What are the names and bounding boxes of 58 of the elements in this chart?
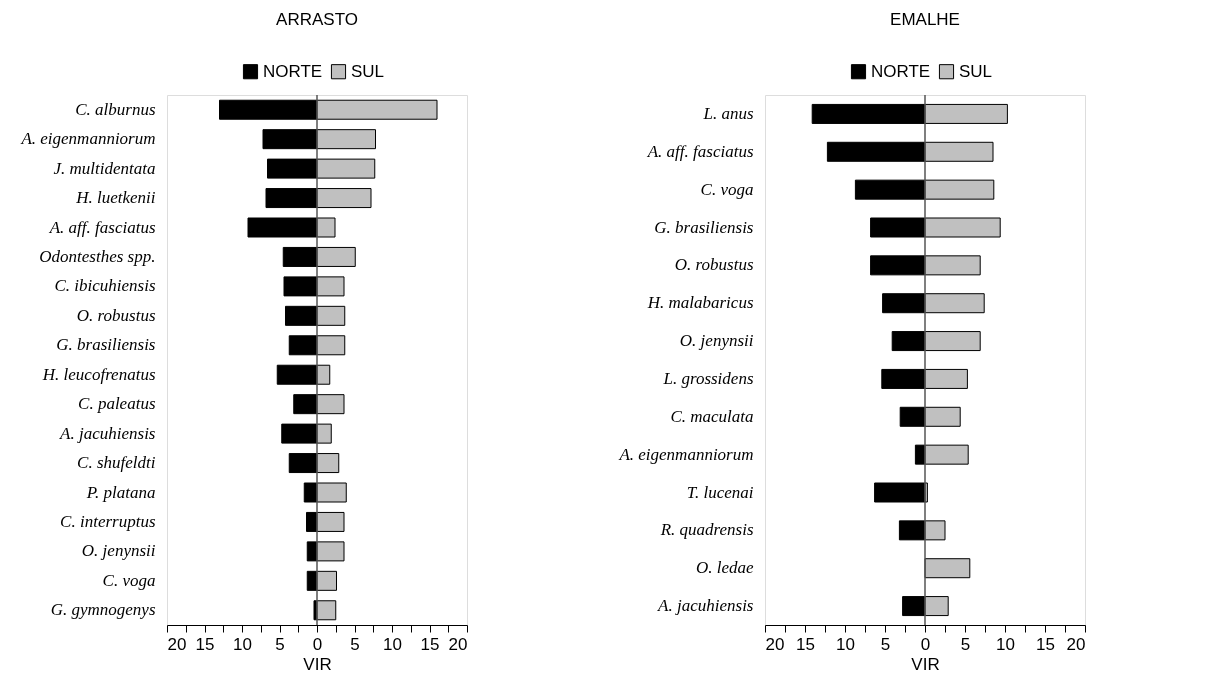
legend-label: NORTE: [263, 61, 323, 81]
x-tick-label: 10: [996, 634, 1015, 654]
x-tick-label: 0: [920, 634, 931, 654]
legend-label: SUL: [351, 61, 385, 81]
y-tick-label: C. maculata: [670, 406, 754, 426]
y-tick-label: O. robustus: [674, 255, 754, 275]
y-tick-label: C. alburnus: [75, 99, 156, 119]
x-tick-label: 5: [350, 634, 360, 654]
x-tick-label: 10: [233, 634, 252, 654]
y-tick-label: J. multidentata: [53, 158, 156, 178]
legend-label: SUL: [959, 61, 993, 81]
x-tick-label: 20: [765, 634, 785, 654]
y-tick-label: H. luetkenii: [75, 188, 156, 208]
x-tick-label: 20: [1066, 634, 1086, 654]
y-tick-label: C. voga: [700, 179, 754, 199]
x-tick-label: 5: [275, 634, 285, 654]
y-tick-label: A. aff. fasciatus: [48, 217, 156, 237]
y-tick-label: C. voga: [102, 570, 156, 590]
y-tick-label: H. malabaricus: [646, 293, 754, 313]
y-tick-label: Odontesthes spp.: [39, 246, 156, 266]
chart-title: EMALHE: [890, 10, 960, 29]
chart-title: ARRASTO: [276, 10, 358, 29]
y-tick-label: O. jenynsii: [81, 541, 156, 561]
x-tick-label: 15: [420, 634, 440, 654]
y-tick-label: O. robustus: [76, 305, 156, 325]
y-tick-label: G. brasiliensis: [56, 335, 156, 355]
y-tick-label: C. paleatus: [78, 394, 156, 414]
y-tick-label: A. jacuhiensis: [657, 596, 754, 616]
y-tick-label: C. shufeldti: [77, 453, 156, 473]
x-tick-label: 5: [960, 634, 971, 654]
x-tick-label: 10: [383, 634, 402, 654]
x-tick-label: 5: [880, 634, 891, 654]
y-tick-label: P. platana: [85, 482, 156, 502]
x-tick-label: 15: [195, 634, 215, 654]
y-tick-label: L. grossidens: [662, 368, 754, 388]
y-tick-label: G. brasiliensis: [654, 217, 754, 237]
x-axis-title: VIR: [911, 654, 940, 674]
y-tick-label: R. quadrensis: [659, 520, 754, 540]
y-tick-label: O. jenynsii: [679, 331, 754, 351]
y-tick-label: T. lucenai: [686, 482, 754, 502]
x-axis-title: VIR: [303, 654, 332, 674]
x-tick-label: 15: [796, 634, 815, 654]
x-tick-label: 20: [167, 634, 187, 654]
y-tick-label: H. leucofrenatus: [41, 364, 156, 384]
y-tick-label: A. aff. fasciatus: [646, 141, 754, 161]
y-tick-label: C. interruptus: [60, 511, 156, 531]
y-tick-label: G. gymnogenys: [50, 600, 156, 620]
x-tick-label: 0: [312, 634, 323, 654]
y-tick-label: L. anus: [702, 103, 754, 123]
y-tick-label: A. jacuhiensis: [59, 423, 156, 443]
legend-label: NORTE: [871, 61, 931, 81]
x-tick-label: 15: [1036, 634, 1055, 654]
y-tick-label: A. eigenmanniorum: [20, 129, 156, 149]
y-tick-label: A. eigenmanniorum: [618, 444, 754, 464]
y-tick-label: C. ibicuhiensis: [54, 276, 156, 296]
y-tick-label: O. ledae: [695, 558, 754, 578]
x-tick-label: 10: [836, 634, 855, 654]
x-tick-label: 20: [448, 634, 468, 654]
